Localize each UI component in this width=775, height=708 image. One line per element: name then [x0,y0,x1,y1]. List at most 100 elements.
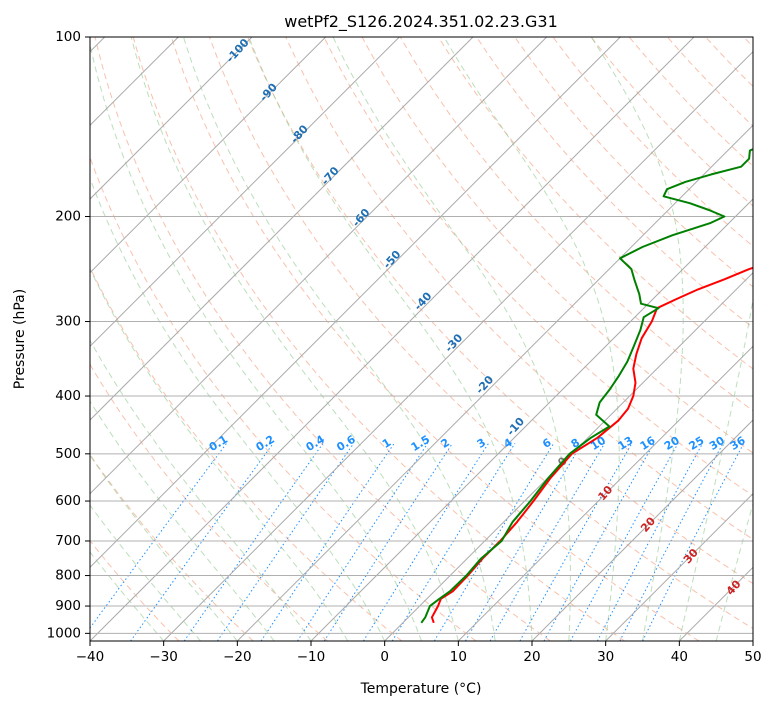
dry-adiabat [170,37,700,641]
mixing-ratio-label: 2 [439,436,452,451]
moist-adiabat [678,296,753,641]
mixing-ratio-label: 1 [380,436,393,451]
moist-adiabat [90,339,312,641]
moist-adiabat [590,37,684,641]
isotherm [90,37,327,274]
mixing-ratio-line [216,443,355,641]
y-tick-label: 700 [55,533,81,549]
dry-adiabat [437,37,753,370]
dry-adiabat [208,37,753,630]
mixing-ratio-line [543,443,655,641]
isotherm [90,37,621,569]
x-tick-label: 50 [744,649,761,665]
dewpoint-profile-line [420,148,753,624]
mixing-ratio-line [130,443,274,641]
mixing-ratio-line [489,443,606,641]
isotherm [90,37,253,200]
dry-adiabat [399,37,753,412]
dry-adiabat [323,37,753,497]
dry-adiabat-label: -80 [288,122,311,146]
mixing-ratio-label: 16 [638,434,658,453]
mixing-ratio-label: 20 [662,434,682,453]
y-tick-label: 500 [55,446,81,462]
mixing-ratio-label: 0.4 [304,433,328,455]
y-tick-label: 1000 [47,625,81,641]
mixing-ratio-label: 0.1 [207,433,230,454]
dry-adiabat [90,453,254,641]
isotherm [90,37,474,421]
mixing-ratio-label: 6 [540,436,554,451]
moist-adiabat [443,37,620,641]
chart-title: wetPf2_S126.2024.351.02.23.G31 [284,12,558,32]
dry-adiabat [666,37,753,127]
mixing-ratio-line [362,443,490,641]
dry-adiabat [90,363,328,641]
dry-adiabat [94,37,551,641]
moist-adiabat [90,551,165,641]
mixing-ratio-line [297,443,429,641]
moist-adiabat [715,502,753,641]
x-tick-label: 10 [450,649,467,665]
dry-adiabat [285,37,753,540]
isopleth-labels: -100-90-80-70-60-50-40-30-20-100.1 0.2 0.4… [207,36,748,598]
isotherm [531,419,753,641]
mixing-ratio-line [519,443,633,641]
dry-adiabat [247,37,753,585]
x-axis-label: Temperature (°C) [360,681,482,697]
isotherm [457,345,753,641]
isotherm [384,271,753,641]
isotherm [90,37,695,641]
mixing-ratio-line [260,443,395,641]
dry-adiabat [769,24,775,641]
moist-adiabat [248,37,533,641]
y-tick-label: 300 [55,314,81,330]
temperature-profile-line [430,266,753,624]
moist-adiabat [90,176,386,641]
isotherm [310,198,753,641]
mixing-ratio-label: 0.6 [334,433,358,455]
x-tick-label: 20 [523,649,540,665]
x-tick-label: −20 [223,649,252,665]
mixing-ratio-line [183,443,324,641]
x-tick-label: −40 [76,649,105,665]
x-tick-label: 0 [380,649,389,665]
y-tick-label: 200 [55,209,81,225]
isotherm [752,640,753,641]
moist-adiabat-label: 40 [724,577,744,597]
dry-adiabat-label: -50 [381,248,404,272]
mixing-ratio-line [596,443,704,641]
mixing-ratio-label: 30 [707,434,727,453]
dry-adiabat-label: -20 [473,373,496,397]
plot-frame [89,36,754,642]
mixing-ratio-label: 3 [475,436,488,451]
mixing-ratio-line [391,443,516,641]
profile-lines [420,148,753,624]
x-tick-label: −10 [297,649,326,665]
axis-ticks: −40 −30 −20 −10 0 10 20 30 40 5010020030040050060… [47,29,762,665]
dry-adiabat [90,266,403,641]
y-tick-label: 400 [55,388,81,404]
mixing-ratio-label: 0.2 [254,433,277,454]
mixing-ratio-label: 36 [728,434,748,453]
isotherm [163,50,753,641]
y-tick-label: 900 [55,598,81,614]
moist-adiabat [182,37,496,641]
x-tick-label: 30 [597,649,614,665]
y-tick-label: 600 [55,493,81,509]
isotherm [605,492,753,641]
mixing-ratio-line [90,442,227,629]
background-lines [90,24,775,641]
mixing-ratio-line [464,443,583,641]
x-tick-label: 40 [671,649,688,665]
dry-adiabat [590,37,753,207]
isotherm [236,124,753,641]
mixing-ratio-line [323,443,453,641]
dry-adiabat-label: -90 [257,80,280,104]
dry-adiabat-label: -100 [224,36,252,65]
moist-adiabat [332,37,571,641]
y-tick-label: 800 [55,568,81,584]
dry-adiabat-label: -30 [442,331,465,355]
dry-adiabat-label: -40 [411,289,434,313]
dry-adiabat-label: -10 [504,415,527,439]
